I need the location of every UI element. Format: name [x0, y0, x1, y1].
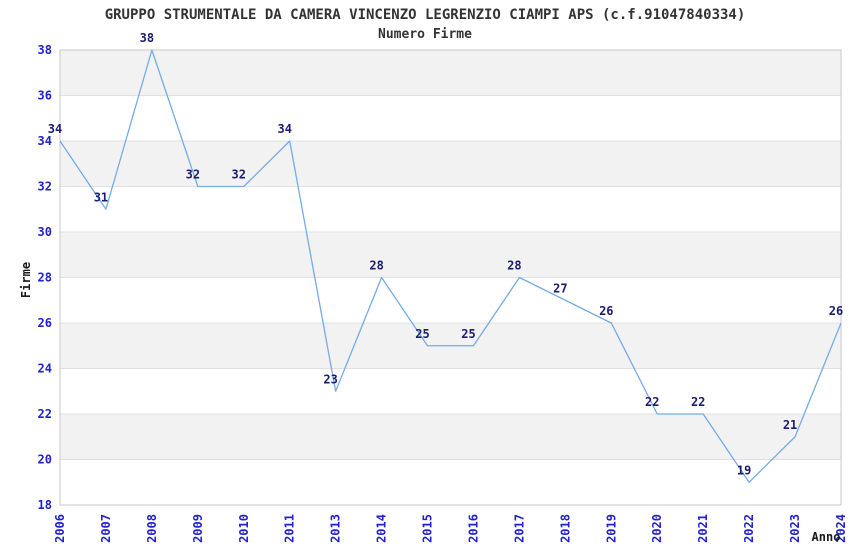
- y-tick-label: 20: [38, 453, 52, 467]
- x-tick-label: 2015: [421, 514, 435, 543]
- chart-subtitle: Numero Firme: [378, 27, 472, 42]
- y-tick-label: 30: [38, 225, 52, 239]
- grid-band: [60, 50, 841, 96]
- data-point-label: 38: [140, 31, 154, 45]
- data-point-label: 28: [507, 259, 521, 273]
- data-point-label: 32: [232, 168, 246, 182]
- x-tick-label: 2014: [375, 514, 389, 543]
- y-tick-label: 38: [38, 43, 52, 57]
- y-tick-label: 32: [38, 180, 52, 194]
- x-tick-label: 2019: [604, 514, 618, 543]
- data-point-label: 19: [737, 463, 751, 477]
- y-tick-label: 28: [38, 271, 52, 285]
- x-tick-label: 2018: [558, 514, 572, 543]
- data-point-label: 25: [461, 327, 475, 341]
- grid-band: [60, 232, 841, 278]
- data-point-label: 26: [829, 304, 843, 318]
- y-tick-label: 26: [38, 316, 52, 330]
- y-tick-label: 34: [38, 134, 52, 148]
- data-point-label: 34: [48, 122, 62, 136]
- x-tick-label: 2006: [53, 514, 67, 543]
- y-tick-label: 18: [38, 498, 52, 512]
- data-point-label: 21: [783, 418, 797, 432]
- x-tick-label: 2013: [329, 514, 343, 543]
- x-tick-label: 2022: [742, 514, 756, 543]
- x-tick-label: 2011: [283, 514, 297, 543]
- data-point-label: 22: [645, 395, 659, 409]
- x-tick-label: 2009: [191, 514, 205, 543]
- y-axis-label: Firme: [19, 262, 33, 298]
- chart-title: GRUPPO STRUMENTALE DA CAMERA VINCENZO LE…: [105, 7, 746, 23]
- data-point-label: 28: [369, 259, 383, 273]
- data-line: [59, 49, 842, 483]
- data-point-label: 32: [186, 168, 200, 182]
- plot-frame: [59, 49, 842, 506]
- y-tick-label: 24: [38, 362, 52, 376]
- x-tick-label: 2008: [145, 514, 159, 543]
- y-tick-label: 36: [38, 89, 52, 103]
- x-tick-label: 2016: [466, 514, 480, 543]
- data-point-label: 26: [599, 304, 613, 318]
- x-tick-label: 2023: [788, 514, 802, 543]
- x-axis-label: Anno: [812, 530, 841, 544]
- grid-band: [60, 141, 841, 187]
- x-tick-label: 2007: [99, 514, 113, 543]
- x-tick-label: 2024: [834, 514, 848, 543]
- x-tick-label: 2020: [650, 514, 664, 543]
- x-tick-label: 2017: [512, 514, 526, 543]
- y-tick-label: 22: [38, 407, 52, 421]
- data-point-label: 27: [553, 281, 567, 295]
- data-point-label: 23: [323, 372, 337, 386]
- data-point-label: 22: [691, 395, 705, 409]
- grid-band: [60, 414, 841, 460]
- data-point-label: 34: [277, 122, 291, 136]
- data-point-label: 31: [94, 190, 108, 204]
- x-tick-label: 2021: [696, 514, 710, 543]
- x-tick-label: 2010: [237, 514, 251, 543]
- data-point-label: 25: [415, 327, 429, 341]
